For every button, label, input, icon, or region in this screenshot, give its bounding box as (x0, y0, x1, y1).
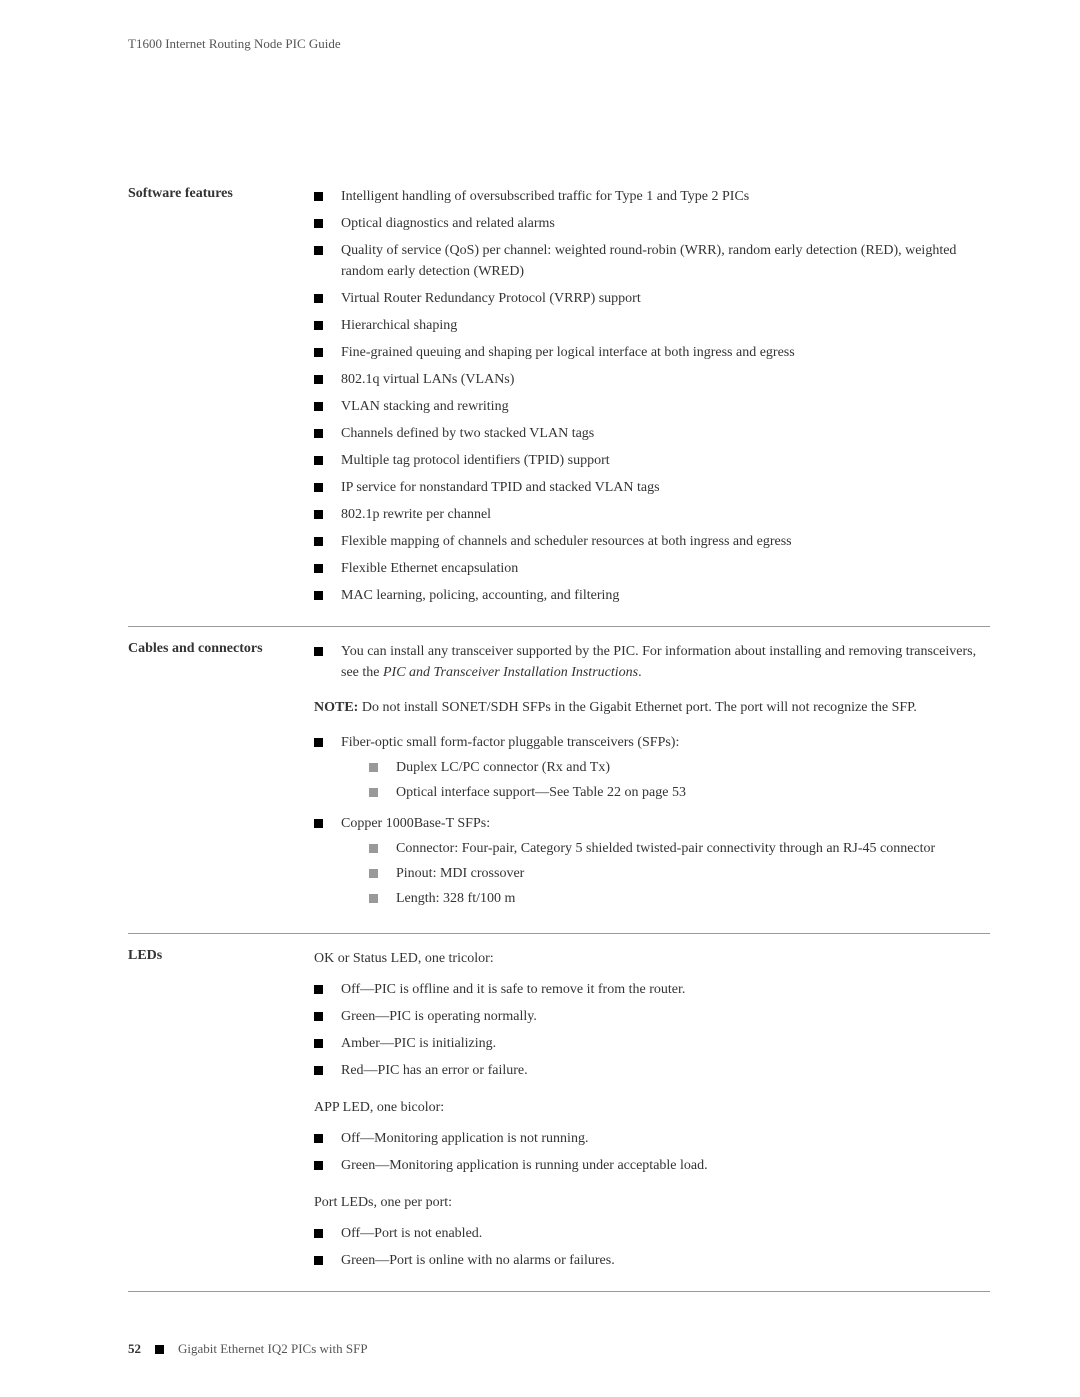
bullet-icon (314, 321, 323, 330)
list-item: Intelligent handling of oversubscribed t… (314, 186, 990, 207)
app-led-list: Off—Monitoring application is not runnin… (314, 1128, 990, 1176)
bullet-icon (314, 1161, 323, 1170)
bullet-icon (369, 763, 378, 772)
list-item: Off—Monitoring application is not runnin… (314, 1128, 990, 1149)
bullet-icon (314, 1256, 323, 1265)
bullet-icon (314, 375, 323, 384)
bullet-icon (314, 537, 323, 546)
list-item: Length: 328 ft/100 m (369, 888, 990, 909)
list-item: Multiple tag protocol identifiers (TPID)… (314, 450, 990, 471)
list-item: You can install any transceiver supporte… (314, 641, 990, 683)
list-item: VLAN stacking and rewriting (314, 396, 990, 417)
bullet-icon (314, 510, 323, 519)
list-item: Duplex LC/PC connector (Rx and Tx) (369, 757, 990, 778)
list-item: Copper 1000Base-T SFPs: Connector: Four-… (314, 813, 990, 913)
port-led-intro: Port LEDs, one per port: (314, 1192, 990, 1213)
app-led-intro: APP LED, one bicolor: (314, 1097, 990, 1118)
list-item: Green—Monitoring application is running … (314, 1155, 990, 1176)
section-content: OK or Status LED, one tricolor: Off—PIC … (314, 948, 990, 1277)
intro-text: You can install any transceiver supporte… (341, 641, 990, 683)
footer-text: Gigabit Ethernet IQ2 PICs with SFP (178, 1341, 368, 1357)
list-item: Green—PIC is operating normally. (314, 1006, 990, 1027)
bullet-icon (314, 456, 323, 465)
section-software-features: Software features Intelligent handling o… (128, 172, 990, 627)
list-item: Green—Port is online with no alarms or f… (314, 1250, 990, 1271)
port-led-list: Off—Port is not enabled. Green—Port is o… (314, 1223, 990, 1271)
software-features-list: Intelligent handling of oversubscribed t… (314, 186, 990, 606)
bullet-icon (314, 1229, 323, 1238)
list-item: Connector: Four-pair, Category 5 shielde… (369, 838, 990, 859)
list-item: 802.1p rewrite per channel (314, 504, 990, 525)
list-item: MAC learning, policing, accounting, and … (314, 585, 990, 606)
section-cables-connectors: Cables and connectors You can install an… (128, 627, 990, 934)
fiber-sublist: Duplex LC/PC connector (Rx and Tx) Optic… (369, 757, 990, 803)
copper-sublist: Connector: Four-pair, Category 5 shielde… (369, 838, 990, 909)
list-item: Flexible mapping of channels and schedul… (314, 531, 990, 552)
bullet-icon (369, 869, 378, 878)
bullet-icon (314, 738, 323, 747)
bullet-icon (314, 819, 323, 828)
list-item: Off—Port is not enabled. (314, 1223, 990, 1244)
bullet-icon (314, 219, 323, 228)
section-content: Intelligent handling of oversubscribed t… (314, 186, 990, 612)
list-item: Pinout: MDI crossover (369, 863, 990, 884)
page-header: T1600 Internet Routing Node PIC Guide (128, 36, 990, 52)
bullet-icon (314, 1012, 323, 1021)
list-item: Red—PIC has an error or failure. (314, 1060, 990, 1081)
note-label: NOTE: (314, 700, 358, 715)
ok-status-list: Off—PIC is offline and it is safe to rem… (314, 979, 990, 1081)
section-content: You can install any transceiver supporte… (314, 641, 990, 919)
cables-list: You can install any transceiver supporte… (314, 641, 990, 683)
list-item: Amber—PIC is initializing. (314, 1033, 990, 1054)
bullet-icon (314, 591, 323, 600)
bullet-icon (369, 894, 378, 903)
bullet-icon (155, 1345, 164, 1354)
bullet-icon (314, 1066, 323, 1075)
bullet-icon (314, 192, 323, 201)
list-item: 802.1q virtual LANs (VLANs) (314, 369, 990, 390)
list-item: Fiber-optic small form-factor pluggable … (314, 732, 990, 807)
section-label: Software features (128, 186, 314, 612)
note-block: NOTE: Do not install SONET/SDH SFPs in t… (314, 697, 990, 718)
list-item: Flexible Ethernet encapsulation (314, 558, 990, 579)
list-item: Fine-grained queuing and shaping per log… (314, 342, 990, 363)
section-leds: LEDs OK or Status LED, one tricolor: Off… (128, 934, 990, 1292)
bullet-icon (314, 429, 323, 438)
bullet-icon (314, 985, 323, 994)
bullet-icon (314, 294, 323, 303)
section-label: LEDs (128, 948, 314, 1277)
transceiver-list: Fiber-optic small form-factor pluggable … (314, 732, 990, 913)
bullet-icon (314, 1134, 323, 1143)
note-text: Do not install SONET/SDH SFPs in the Gig… (358, 700, 917, 715)
section-label: Cables and connectors (128, 641, 314, 919)
bullet-icon (314, 564, 323, 573)
list-item: Virtual Router Redundancy Protocol (VRRP… (314, 288, 990, 309)
list-item: Quality of service (QoS) per channel: we… (314, 240, 990, 282)
bullet-icon (314, 348, 323, 357)
bullet-icon (314, 246, 323, 255)
ok-status-intro: OK or Status LED, one tricolor: (314, 948, 990, 969)
list-item: Off—PIC is offline and it is safe to rem… (314, 979, 990, 1000)
copper-heading: Copper 1000Base-T SFPs: Connector: Four-… (341, 813, 990, 913)
list-item: IP service for nonstandard TPID and stac… (314, 477, 990, 498)
list-item: Optical diagnostics and related alarms (314, 213, 990, 234)
page-number: 52 (128, 1341, 141, 1357)
list-item: Optical interface support—See Table 22 o… (369, 782, 990, 803)
bullet-icon (314, 647, 323, 656)
list-item: Channels defined by two stacked VLAN tag… (314, 423, 990, 444)
bullet-icon (314, 1039, 323, 1048)
bullet-icon (314, 483, 323, 492)
list-item: Hierarchical shaping (314, 315, 990, 336)
header-title: T1600 Internet Routing Node PIC Guide (128, 36, 341, 51)
fiber-heading: Fiber-optic small form-factor pluggable … (341, 732, 990, 807)
bullet-icon (314, 402, 323, 411)
bullet-icon (369, 788, 378, 797)
page-footer: 52 Gigabit Ethernet IQ2 PICs with SFP (128, 1341, 368, 1357)
bullet-icon (369, 844, 378, 853)
